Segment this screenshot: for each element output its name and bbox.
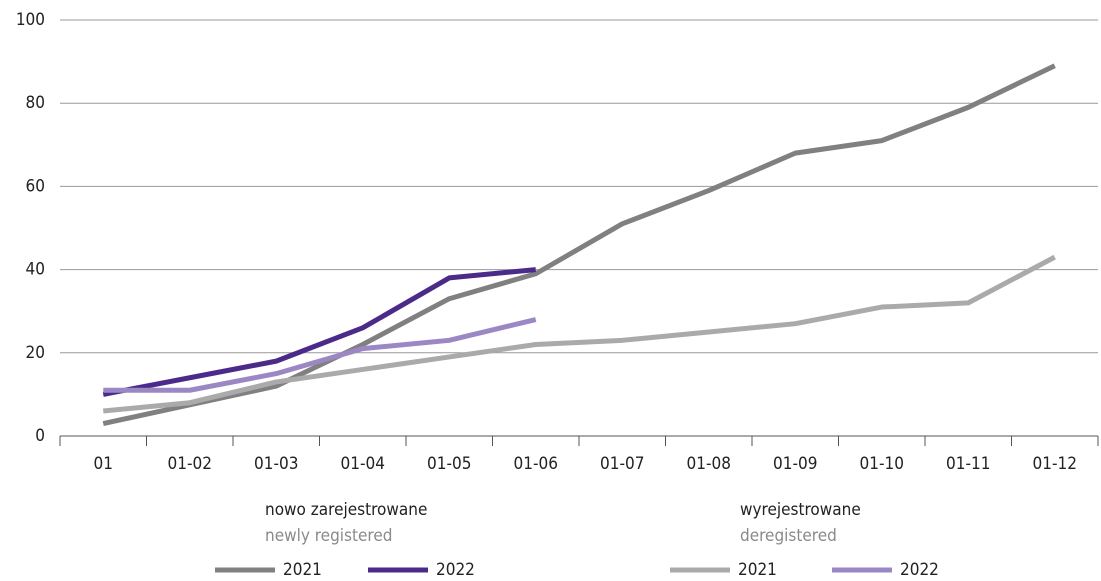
x-tick-label: 01-05	[427, 454, 471, 474]
x-tick-label: 01-12	[1033, 454, 1077, 474]
x-tick-label: 01-11	[946, 454, 990, 474]
x-tick-label: 01-02	[168, 454, 212, 474]
legend-label: 2022	[436, 560, 475, 580]
legend-label: 2021	[738, 560, 777, 580]
line	[102, 63, 1056, 426]
x-tick-label: 01-07	[600, 454, 644, 474]
line	[103, 317, 537, 393]
x-tick-label: 01-09	[773, 454, 817, 474]
x-tick-label: 01	[94, 454, 113, 474]
line	[103, 254, 1056, 414]
y-tick-label: 80	[26, 93, 45, 113]
x-tick-label: 01-08	[687, 454, 731, 474]
legend-group-title: nowo zarejestrowane	[265, 500, 427, 520]
y-tick-label: 20	[26, 343, 45, 363]
x-tick-label: 01-10	[860, 454, 904, 474]
legend-group-subtitle: newly registered	[265, 526, 392, 546]
legend-group-subtitle: deregistered	[740, 526, 837, 546]
x-tick-label: 01-04	[341, 454, 385, 474]
legend-group-title: wyrejestrowane	[740, 500, 861, 520]
legend-label: 2022	[900, 560, 939, 580]
y-tick-label: 0	[35, 426, 45, 446]
x-tick-label: 01-06	[514, 454, 558, 474]
y-tick-label: 40	[26, 260, 45, 280]
line	[102, 267, 536, 397]
legend-label: 2021	[283, 560, 322, 580]
y-tick-label: 60	[26, 176, 45, 196]
x-tick-label: 01-03	[254, 454, 298, 474]
y-tick-label: 100	[16, 10, 45, 30]
